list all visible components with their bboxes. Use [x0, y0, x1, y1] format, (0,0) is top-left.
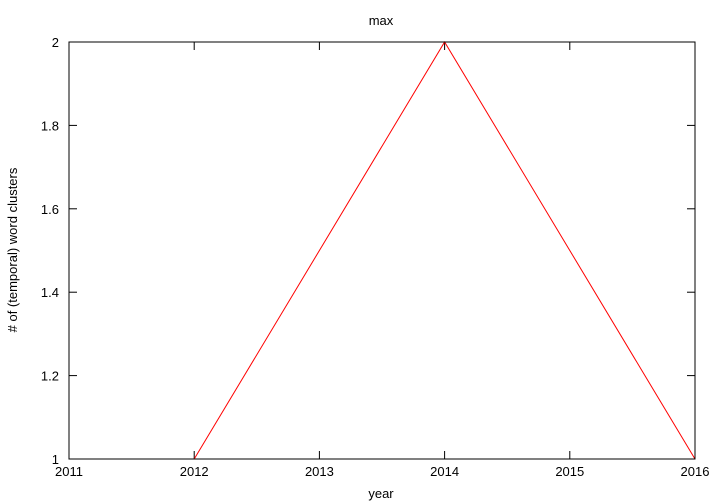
x-tick-label: 2013: [305, 464, 334, 479]
chart-title: max: [369, 13, 394, 28]
x-tick-label: 2014: [430, 464, 459, 479]
plot-frame: [68, 41, 696, 460]
y-tick-label: 1.4: [41, 285, 59, 300]
y-axis-label: # of (temporal) word clusters: [5, 167, 20, 332]
x-axis-label: year: [368, 486, 394, 501]
y-tick-label: 1.8: [41, 118, 59, 133]
series-layer: [69, 41, 696, 460]
y-tick-label: 2: [52, 35, 59, 50]
tick-labels: 2011 2012 2013 2014 2015 2016 1 1.2 1.4 1.6 1.8 2: [41, 35, 710, 479]
x-tick-label: 2016: [681, 464, 710, 479]
axis-ticks: [68, 41, 696, 460]
y-tick-label: 1.2: [41, 369, 59, 384]
series-line: [69, 41, 696, 460]
y-tick-label: 1.6: [41, 202, 59, 217]
x-tick-label: 2015: [555, 464, 584, 479]
y-tick-label: 1: [52, 452, 59, 467]
x-tick-label: 2011: [55, 464, 83, 479]
x-tick-label: 2012: [180, 464, 209, 479]
